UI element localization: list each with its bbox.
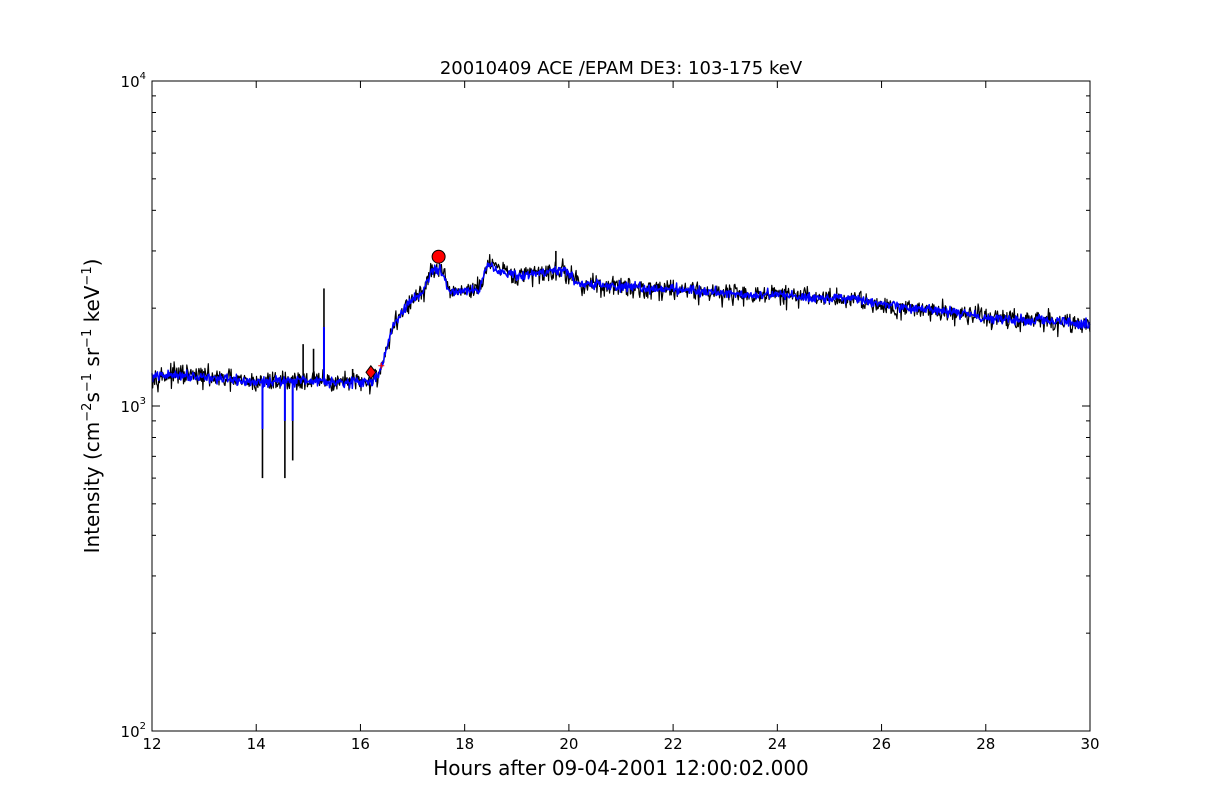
y-axis-label-unit-sr: sr [80,347,104,373]
x-tick-label-20: 20 [559,735,578,753]
marker-layer [365,249,446,380]
y-axis-label-exp-2: −1 [80,373,95,392]
y-tick-label-100: 102 [121,721,146,741]
series-line-0 [151,254,1091,395]
y-axis-label-exp-1: −2 [80,403,95,422]
x-tick-label-26: 26 [872,735,891,753]
y-axis-label-unit-s: s [80,392,104,402]
y-tick-label-10000: 104 [121,71,146,91]
y-tick-label-1000: 103 [121,396,146,416]
plot-area: 12 14 16 18 20 22 24 26 28 30 102 103 104 [121,71,1100,753]
x-tick-label-30: 30 [1080,735,1099,753]
tick-layer: 12 14 16 18 20 22 24 26 28 30 102 103 104 [121,71,1100,753]
y-axis-label: Intensity (cm−2s−1 sr−1 keV−1) [80,259,104,554]
x-tick-label-22: 22 [664,735,683,753]
event-marker-diamond-0 [365,364,377,380]
x-tick-label-14: 14 [247,735,266,753]
x-tick-label-28: 28 [976,735,995,753]
x-tick-label-12: 12 [142,735,161,753]
y-axis-label-unit-kev: keV [80,285,104,329]
y-axis-label-exp-3: −1 [80,329,95,348]
y-axis-label-lead: Intensity (cm [80,422,104,554]
plus-marker-0 [378,362,385,369]
x-tick-label-18: 18 [455,735,474,753]
series-layer [151,250,1091,479]
chart-title: 20010409 ACE /EPAM DE3: 103-175 keV [440,58,803,79]
x-axis-label: Hours after 09-04-2001 12:00:02.000 [433,756,809,780]
x-tick-label-16: 16 [351,735,370,753]
x-tick-label-24: 24 [768,735,787,753]
y-axis-label-exp-4: −1 [80,266,95,285]
series-line-1 [151,262,1091,390]
y-axis-label-tail: ) [80,259,104,267]
event-marker-circle-1 [431,249,446,264]
